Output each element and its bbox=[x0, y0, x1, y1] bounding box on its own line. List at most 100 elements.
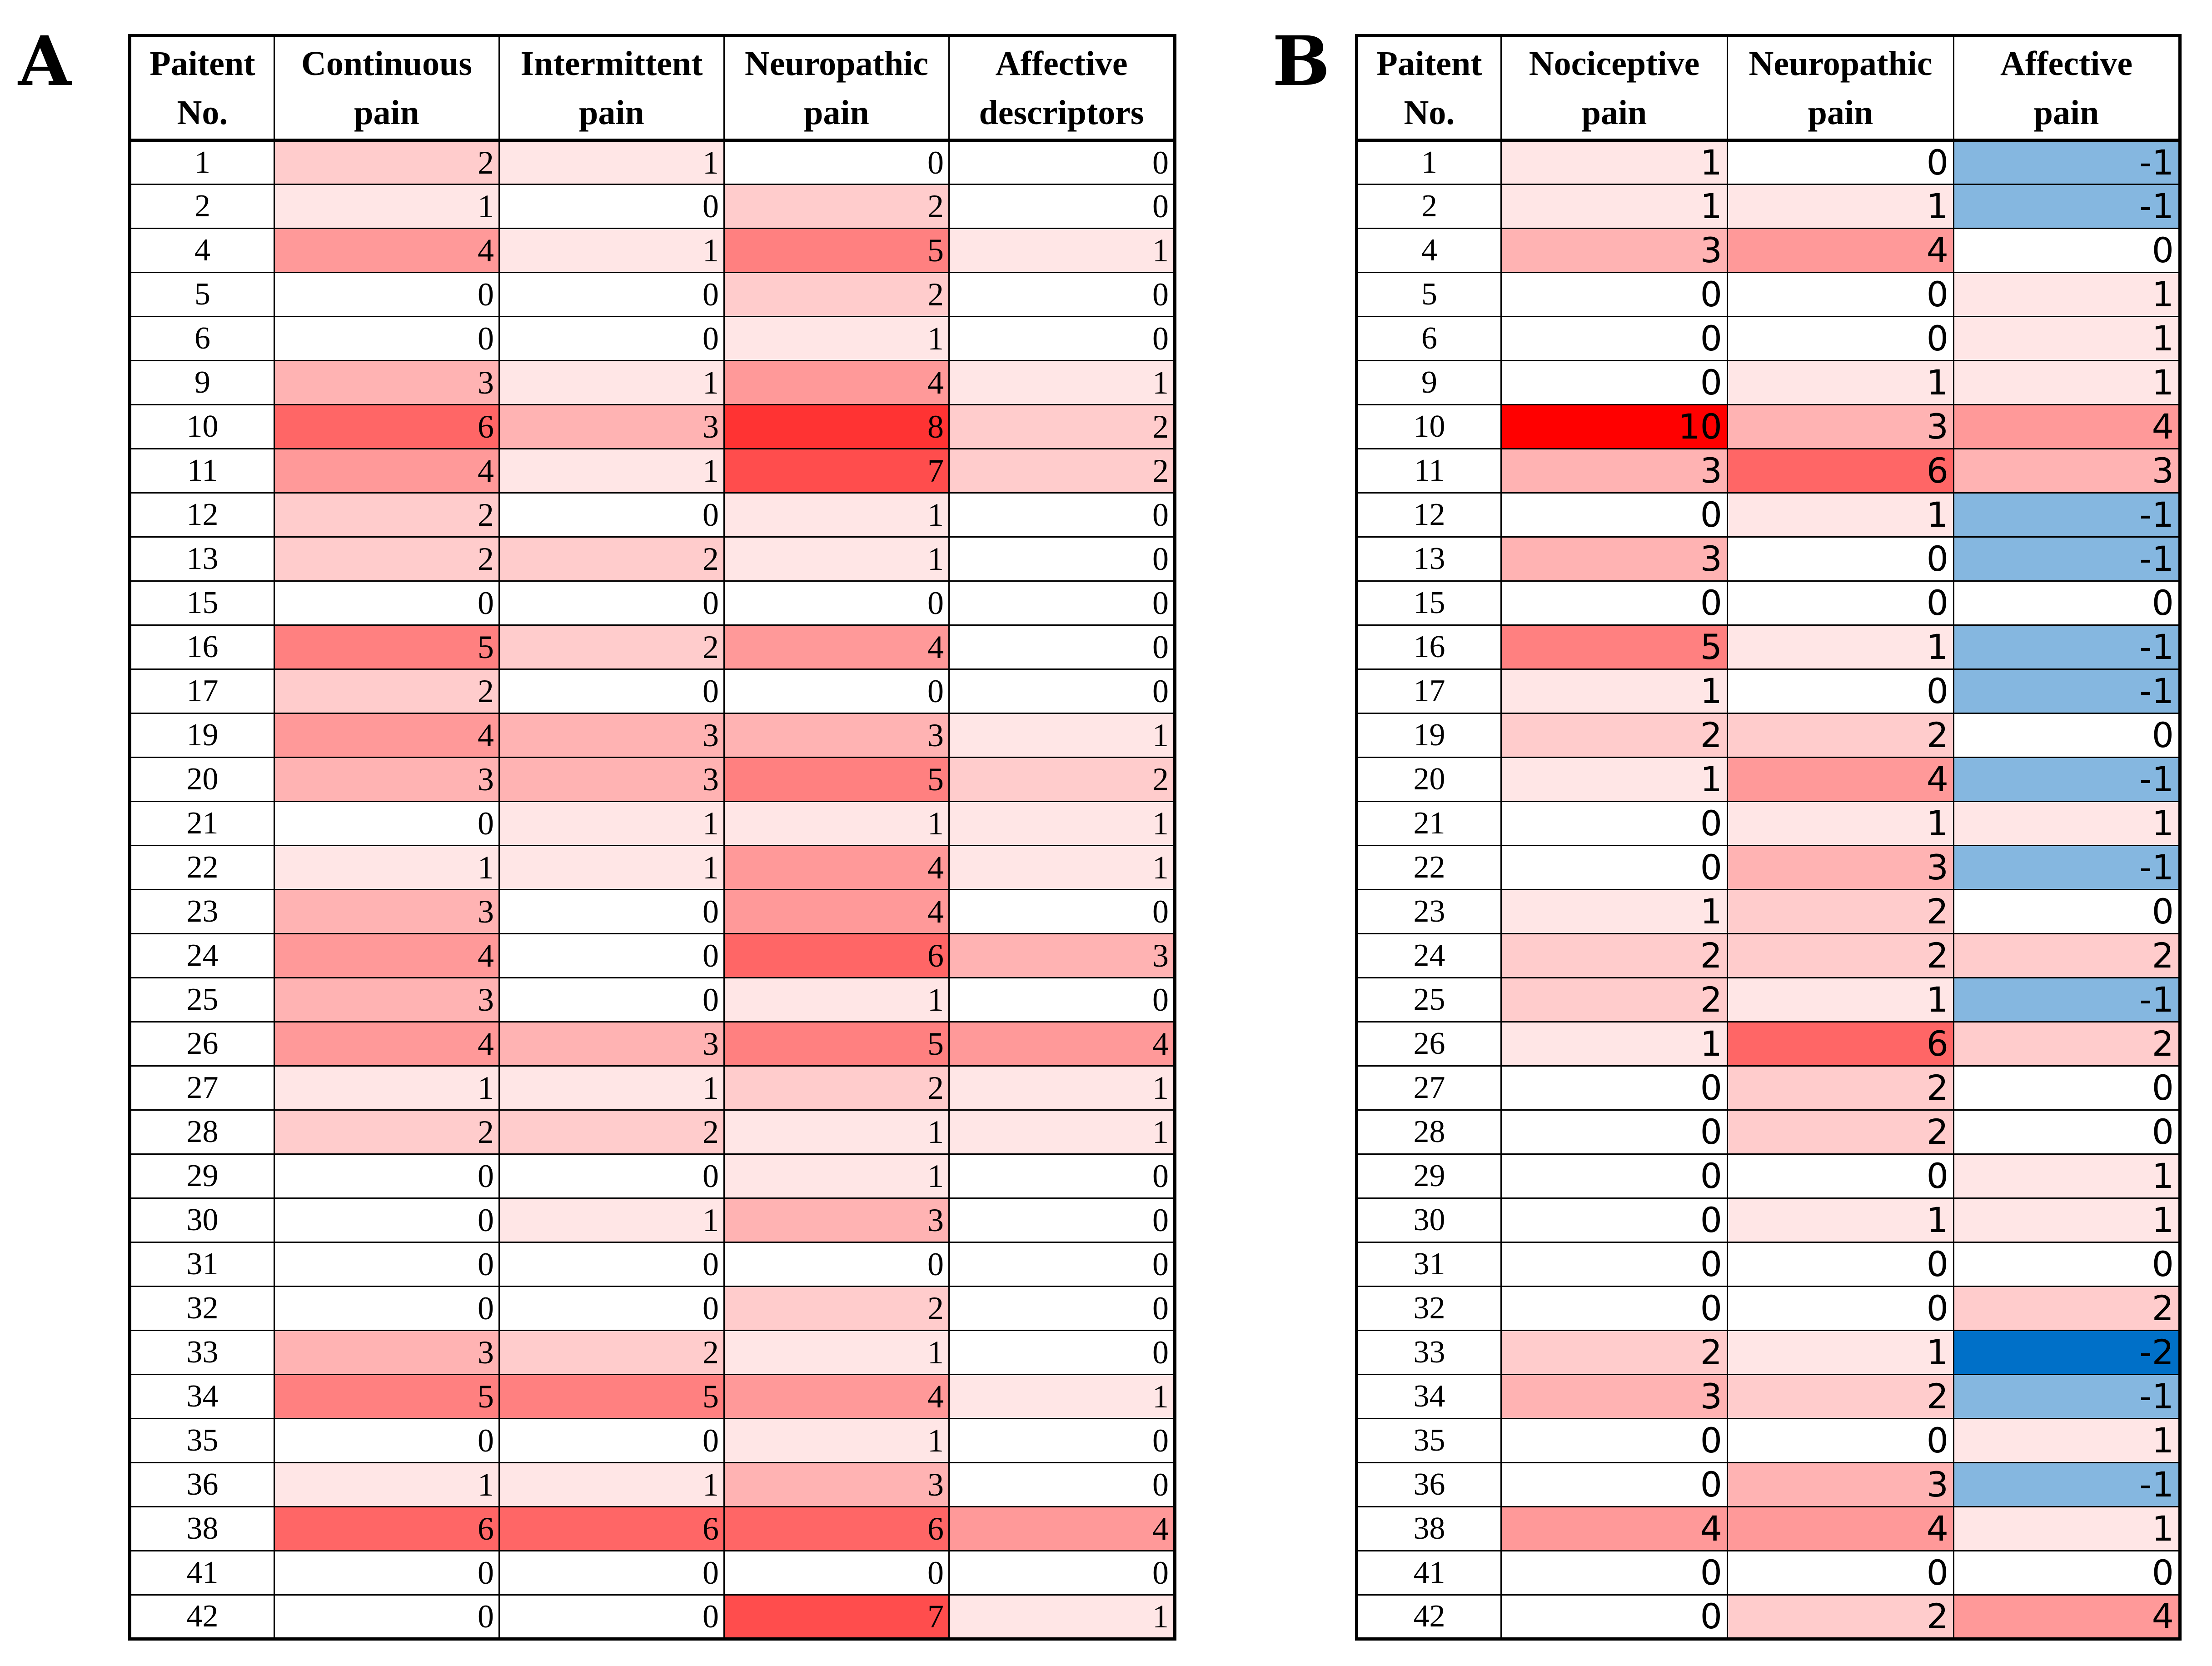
patient-number-cell: 5 bbox=[129, 272, 275, 317]
patient-number-cell: 20 bbox=[1356, 757, 1502, 802]
patient-number-cell: 15 bbox=[129, 580, 275, 626]
heatmap-cell: 4 bbox=[1727, 1506, 1954, 1551]
heatmap-cell: 0 bbox=[948, 316, 1176, 361]
heatmap-cell: 0 bbox=[1500, 580, 1728, 626]
heatmap-cell: 0 bbox=[948, 272, 1176, 317]
table-row: 32 0 0 2 bbox=[1356, 1286, 2181, 1331]
heatmap-cell: 4 bbox=[1953, 1594, 2181, 1640]
heatmap-cell: 1 bbox=[498, 140, 725, 185]
heatmap-cell: -1 bbox=[1953, 536, 2181, 582]
heatmap-cell: 0 bbox=[498, 1153, 725, 1199]
heatmap-cell: 0 bbox=[1727, 1418, 1954, 1463]
table-row: 30 0 1 3 0 bbox=[129, 1197, 1176, 1243]
heatmap-cell: 6 bbox=[274, 1506, 500, 1551]
table-row: 38 4 4 1 bbox=[1356, 1506, 2181, 1551]
patient-number-cell: 25 bbox=[1356, 977, 1502, 1023]
heatmap-cell: 0 bbox=[274, 1242, 500, 1287]
table-row: 16 5 2 4 0 bbox=[129, 624, 1176, 670]
heatmap-cell: 1 bbox=[1727, 801, 1954, 846]
heatmap-cell: 1 bbox=[498, 228, 725, 273]
heatmap-cell: 0 bbox=[948, 536, 1176, 582]
heatmap-cell: 2 bbox=[1727, 1065, 1954, 1111]
heatmap-cell: 0 bbox=[1500, 316, 1728, 361]
patient-number-cell: 42 bbox=[129, 1594, 275, 1640]
patient-number-cell: 4 bbox=[129, 228, 275, 273]
heatmap-cell: 4 bbox=[274, 228, 500, 273]
table-row: 41 0 0 0 bbox=[1356, 1550, 2181, 1596]
heatmap-cell: 2 bbox=[1953, 1021, 2181, 1067]
patient-number-cell: 30 bbox=[1356, 1197, 1502, 1243]
heatmap-cell: 1 bbox=[948, 228, 1176, 273]
heatmap-cell: 0 bbox=[498, 1418, 725, 1463]
heatmap-cell: 2 bbox=[723, 184, 950, 229]
patient-number-cell: 5 bbox=[1356, 272, 1502, 317]
patient-number-cell: 2 bbox=[1356, 184, 1502, 229]
heatmap-cell: 1 bbox=[274, 845, 500, 890]
table-row: 33 3 2 1 0 bbox=[129, 1330, 1176, 1375]
heatmap-cell: 1 bbox=[498, 448, 725, 494]
heatmap-cell: -1 bbox=[1953, 1462, 2181, 1507]
patient-number-cell: 2 bbox=[129, 184, 275, 229]
heatmap-cell: 0 bbox=[1953, 580, 2181, 626]
heatmap-cell: 2 bbox=[498, 536, 725, 582]
heatmap-cell: 1 bbox=[948, 1065, 1176, 1111]
heatmap-cell: 0 bbox=[1500, 1286, 1728, 1331]
heatmap-cell: 0 bbox=[948, 624, 1176, 670]
panel-label-b: B bbox=[1272, 21, 1330, 101]
header-row: Paitent No. Continuous pain Intermittent pain… bbox=[129, 35, 1176, 142]
heatmap-cell: 4 bbox=[1953, 404, 2181, 449]
table-row: 28 0 2 0 bbox=[1356, 1109, 2181, 1155]
heatmap-cell: 3 bbox=[1727, 404, 1954, 449]
heatmap-cell: 1 bbox=[1953, 1153, 2181, 1199]
heatmap-cell: -1 bbox=[1953, 977, 2181, 1023]
heatmap-cell: 0 bbox=[1953, 1109, 2181, 1155]
heatmap-cell: 1 bbox=[1727, 360, 1954, 405]
patient-number-cell: 20 bbox=[129, 757, 275, 802]
heatmap-cell: 0 bbox=[1500, 1418, 1728, 1463]
table-row: 33 2 1 -2 bbox=[1356, 1330, 2181, 1375]
heatmap-cell: 1 bbox=[1953, 316, 2181, 361]
patient-number-cell: 1 bbox=[1356, 140, 1502, 185]
patient-number-cell: 29 bbox=[1356, 1153, 1502, 1199]
patient-number-cell: 42 bbox=[1356, 1594, 1502, 1640]
heatmap-cell: 1 bbox=[1500, 889, 1728, 934]
table-row: 10 6 3 8 2 bbox=[129, 404, 1176, 449]
heatmap-cell: 2 bbox=[1727, 889, 1954, 934]
heatmap-cell: 4 bbox=[274, 1021, 500, 1067]
patient-number-cell: 11 bbox=[1356, 448, 1502, 494]
heatmap-cell: 0 bbox=[1500, 1242, 1728, 1287]
heatmap-cell: -1 bbox=[1953, 757, 2181, 802]
patient-number-cell: 38 bbox=[1356, 1506, 1502, 1551]
heatmap-cell: 2 bbox=[1727, 1594, 1954, 1640]
heatmap-cell: 2 bbox=[1500, 933, 1728, 978]
heatmap-cell: 0 bbox=[948, 184, 1176, 229]
heatmap-cell: -1 bbox=[1953, 845, 2181, 890]
heatmap-cell: 3 bbox=[498, 713, 725, 758]
table-row: 22 1 1 4 1 bbox=[129, 845, 1176, 890]
heatmap-cell: 1 bbox=[1953, 272, 2181, 317]
table-row: 26 4 3 5 4 bbox=[129, 1021, 1176, 1067]
patient-number-cell: 35 bbox=[1356, 1418, 1502, 1463]
heatmap-cell: 0 bbox=[1727, 1242, 1954, 1287]
heatmap-cell: 3 bbox=[1500, 536, 1728, 582]
heatmap-cell: 0 bbox=[948, 1330, 1176, 1375]
heatmap-cell: 1 bbox=[1953, 360, 2181, 405]
table-row: 12 0 1 -1 bbox=[1356, 492, 2181, 538]
heatmap-cell: 2 bbox=[1727, 1109, 1954, 1155]
heatmap-cell: 0 bbox=[948, 1418, 1176, 1463]
heatmap-cell: 0 bbox=[1500, 1550, 1728, 1596]
heatmap-cell: 0 bbox=[498, 272, 725, 317]
heatmap-cell: -1 bbox=[1953, 1374, 2181, 1419]
heatmap-cell: 2 bbox=[1727, 933, 1954, 978]
heatmap-cell: 0 bbox=[274, 272, 500, 317]
heatmap-cell: 0 bbox=[948, 977, 1176, 1023]
column-header-1: Continuous pain bbox=[274, 35, 500, 142]
table-row: 34 5 5 4 1 bbox=[129, 1374, 1176, 1419]
table-row: 11 4 1 7 2 bbox=[129, 448, 1176, 494]
heatmap-cell: 5 bbox=[274, 624, 500, 670]
heatmap-cell: 4 bbox=[1727, 757, 1954, 802]
heatmap-cell: 4 bbox=[1727, 228, 1954, 273]
